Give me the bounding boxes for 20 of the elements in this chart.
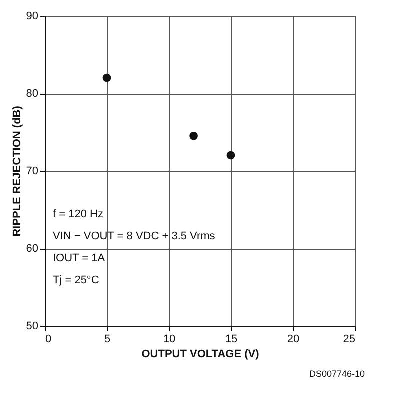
x-tick-label: 20 — [287, 334, 300, 346]
point — [190, 132, 198, 140]
x-tick-label: 0 — [46, 334, 52, 346]
x-tick-label: 10 — [163, 334, 176, 346]
annotation: Tj = 25°C — [53, 274, 100, 286]
x-tick-label: 5 — [104, 334, 111, 346]
y-tick-label: 80 — [26, 88, 38, 100]
x-tick-label: 15 — [225, 334, 238, 346]
point — [102, 74, 112, 82]
y-tick-label: 60 — [26, 243, 38, 255]
y-tick-label: 90 — [26, 10, 38, 22]
annotation: IOUT = 1A — [53, 252, 106, 264]
text: DS007746-10 — [309, 369, 365, 379]
point — [226, 151, 236, 160]
annotation: f = 120 Hz — [53, 208, 104, 220]
y-tick-label: 70 — [26, 166, 38, 178]
y-axis-title: RIPPLE REJECTION (dB) — [11, 106, 24, 237]
y-tick-label: 50 — [26, 320, 38, 332]
x-axis-title: OUTPUT VOLTAGE (V) — [142, 348, 260, 360]
x-tick-label: 25 — [343, 334, 356, 346]
